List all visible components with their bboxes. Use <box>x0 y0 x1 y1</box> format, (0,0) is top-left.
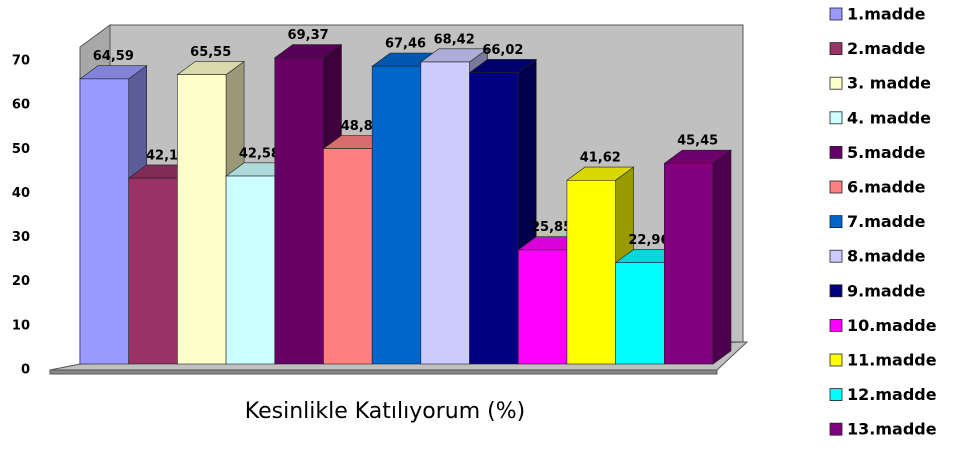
legend-label: 1.madde <box>847 5 926 24</box>
value-label: 42,58 <box>239 146 280 161</box>
value-label: 67,46 <box>385 37 426 52</box>
bar <box>371 65 422 365</box>
legend-label: 5.madde <box>847 143 926 162</box>
floor-front <box>49 369 718 375</box>
bar <box>323 148 373 365</box>
bar-side <box>712 149 732 365</box>
bar <box>469 72 519 365</box>
bar <box>420 61 470 365</box>
value-label: 45,45 <box>677 134 718 149</box>
legend-swatch <box>829 215 843 229</box>
y-tick-label: 0 <box>21 363 30 378</box>
legend-label: 2.madde <box>847 39 926 58</box>
bar <box>664 163 714 365</box>
value-label: 68,42 <box>434 32 475 47</box>
legend-label: 6.madde <box>847 178 926 197</box>
y-tick-label: 70 <box>12 54 30 69</box>
legend-swatch <box>829 284 843 298</box>
legend-swatch <box>829 180 843 194</box>
legend-label: 3. madde <box>847 74 931 93</box>
value-label: 41,62 <box>580 151 621 166</box>
value-label: 69,37 <box>288 28 329 43</box>
legend-label: 8.madde <box>847 247 926 266</box>
bar <box>517 249 568 365</box>
bar <box>615 262 665 365</box>
legend-label: 9.madde <box>847 281 926 300</box>
value-label: 22,96 <box>628 233 669 248</box>
legend-label: 4. madde <box>847 108 931 127</box>
legend-label: 13.madde <box>847 420 937 439</box>
legend-swatch <box>829 249 843 263</box>
value-label: 64,59 <box>93 49 134 64</box>
legend-swatch <box>829 76 843 90</box>
y-tick-label: 30 <box>12 230 30 245</box>
value-label: 42,1 <box>146 148 178 163</box>
legend-swatch <box>829 318 843 332</box>
legend-swatch <box>829 388 843 402</box>
y-tick-label: 40 <box>12 186 30 201</box>
legend-label: 10.madde <box>847 316 937 335</box>
y-tick-label: 60 <box>12 98 30 113</box>
legend-swatch <box>829 111 843 125</box>
legend-swatch <box>829 422 843 436</box>
legend-swatch <box>829 7 843 21</box>
legend-label: 7.madde <box>847 212 926 231</box>
legend-label: 12.madde <box>847 385 937 404</box>
legend-swatch <box>829 42 843 55</box>
bar <box>225 175 276 365</box>
value-label: 48,8 <box>341 119 373 134</box>
value-label: 65,55 <box>190 45 231 60</box>
bar <box>177 74 227 365</box>
value-label: 66,02 <box>482 43 523 58</box>
y-tick-label: 10 <box>12 318 30 333</box>
legend-label: 11.madde <box>847 351 937 370</box>
y-tick-label: 50 <box>12 142 30 157</box>
value-label: 25,85 <box>531 220 572 235</box>
bar <box>128 177 178 365</box>
y-tick-label: 20 <box>12 274 30 289</box>
bar <box>566 179 616 365</box>
bar <box>274 57 324 365</box>
x-axis-label: Kesinlikle Katılıyorum (%) <box>245 399 525 424</box>
legend-swatch <box>829 353 843 367</box>
bar <box>79 78 129 365</box>
legend-swatch <box>829 145 843 159</box>
